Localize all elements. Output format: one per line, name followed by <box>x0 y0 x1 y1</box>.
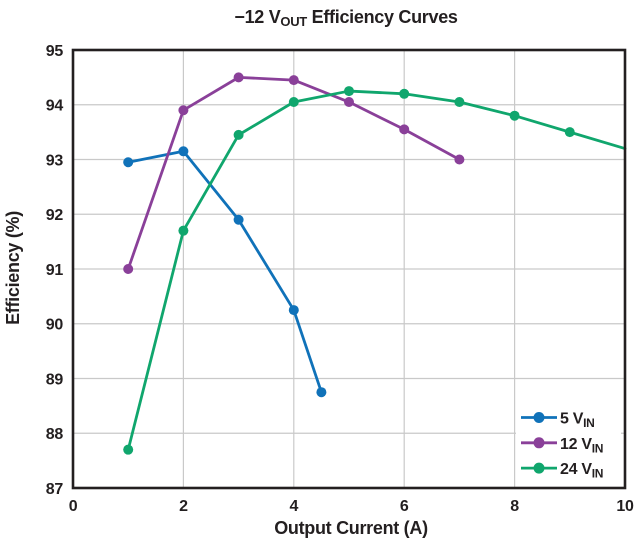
data-point-12-vin-3 <box>233 72 244 83</box>
data-point-24-vin-9 <box>564 127 575 138</box>
y-tick-label-88: 88 <box>46 426 64 443</box>
data-point-24-vin-3 <box>233 129 244 140</box>
legend-label-sub-24-vin: IN <box>592 467 603 481</box>
chart-title-rest: Efficiency Curves <box>307 7 458 27</box>
data-point-5-vin-4 <box>288 305 299 316</box>
legend-label-sub-5-vin: IN <box>583 416 594 430</box>
legend-marker-24-vin <box>533 462 545 474</box>
legend-item-5-vin: 5 VIN <box>521 411 595 431</box>
data-point-5-vin-3 <box>233 214 244 225</box>
x-tick-label-2: 2 <box>179 498 188 515</box>
chart-title: −12 VOUT Efficiency Curves <box>234 7 458 29</box>
x-tick-label-8: 8 <box>510 498 519 515</box>
y-tick-label-91: 91 <box>46 262 64 279</box>
x-tick-label-0: 0 <box>69 498 78 515</box>
data-point-12-vin-6 <box>399 124 410 135</box>
chart-title-subscript: OUT <box>280 14 307 29</box>
legend-label-sub-12-vin: IN <box>592 441 603 455</box>
legend-label-5-vin: 5 VIN <box>560 411 595 431</box>
x-axis-label: Output Current (A) <box>274 518 428 538</box>
data-point-24-vin-7 <box>454 97 465 108</box>
legend-label-main-5-vin: 5 V <box>560 411 584 428</box>
legend-item-24-vin: 24 VIN <box>521 461 603 481</box>
data-point-12-vin-4 <box>288 75 299 86</box>
data-point-5-vin-1 <box>123 157 134 168</box>
x-tick-label-6: 6 <box>400 498 409 515</box>
chart-title-main: −12 V <box>234 7 280 27</box>
legend-item-12-vin: 12 VIN <box>521 436 603 456</box>
legend-marker-12-vin <box>533 437 545 449</box>
data-point-24-vin-2 <box>178 225 189 236</box>
legend-label-12-vin: 12 VIN <box>560 436 603 456</box>
data-point-5-vin-4.5 <box>316 387 327 398</box>
legend-label-24-vin: 24 VIN <box>560 461 603 481</box>
x-tick-label-4: 4 <box>289 498 298 515</box>
y-tick-label-94: 94 <box>46 98 64 115</box>
series-5-vin <box>123 146 327 398</box>
data-point-12-vin-2 <box>178 105 189 116</box>
data-point-24-vin-1 <box>123 444 134 455</box>
x-tick-label-10: 10 <box>616 498 634 515</box>
data-point-12-vin-7 <box>454 154 465 165</box>
series-12-vin <box>123 72 465 274</box>
data-point-24-vin-8 <box>509 110 520 121</box>
y-tick-label-90: 90 <box>46 317 64 334</box>
y-tick-label-93: 93 <box>46 152 64 169</box>
y-tick-label-92: 92 <box>46 207 64 224</box>
legend-label-main-24-vin: 24 V <box>560 461 592 478</box>
series-24-vin <box>123 86 627 455</box>
data-point-24-vin-5 <box>344 86 354 97</box>
y-tick-label-89: 89 <box>46 371 64 388</box>
series-group <box>123 72 627 455</box>
plot-border <box>71 48 627 490</box>
data-point-24-vin-4 <box>288 97 299 108</box>
y-tick-label-87: 87 <box>46 481 64 498</box>
data-point-24-vin-6 <box>399 88 410 99</box>
legend-marker-5-vin <box>533 412 545 423</box>
data-point-12-vin-1 <box>123 264 134 274</box>
data-point-12-vin-5 <box>344 97 354 108</box>
y-axis-label: Efficiency (%) <box>3 211 23 325</box>
legend-label-main-12-vin: 12 V <box>560 436 592 453</box>
series-line-24-vin <box>126 89 627 452</box>
axis-tick-labels: 87 88 89 90 91 92 93 94 95 0 2 4 6 8 10 <box>46 43 635 515</box>
data-point-5-vin-2 <box>178 146 189 157</box>
y-tick-label-95: 95 <box>46 43 64 60</box>
